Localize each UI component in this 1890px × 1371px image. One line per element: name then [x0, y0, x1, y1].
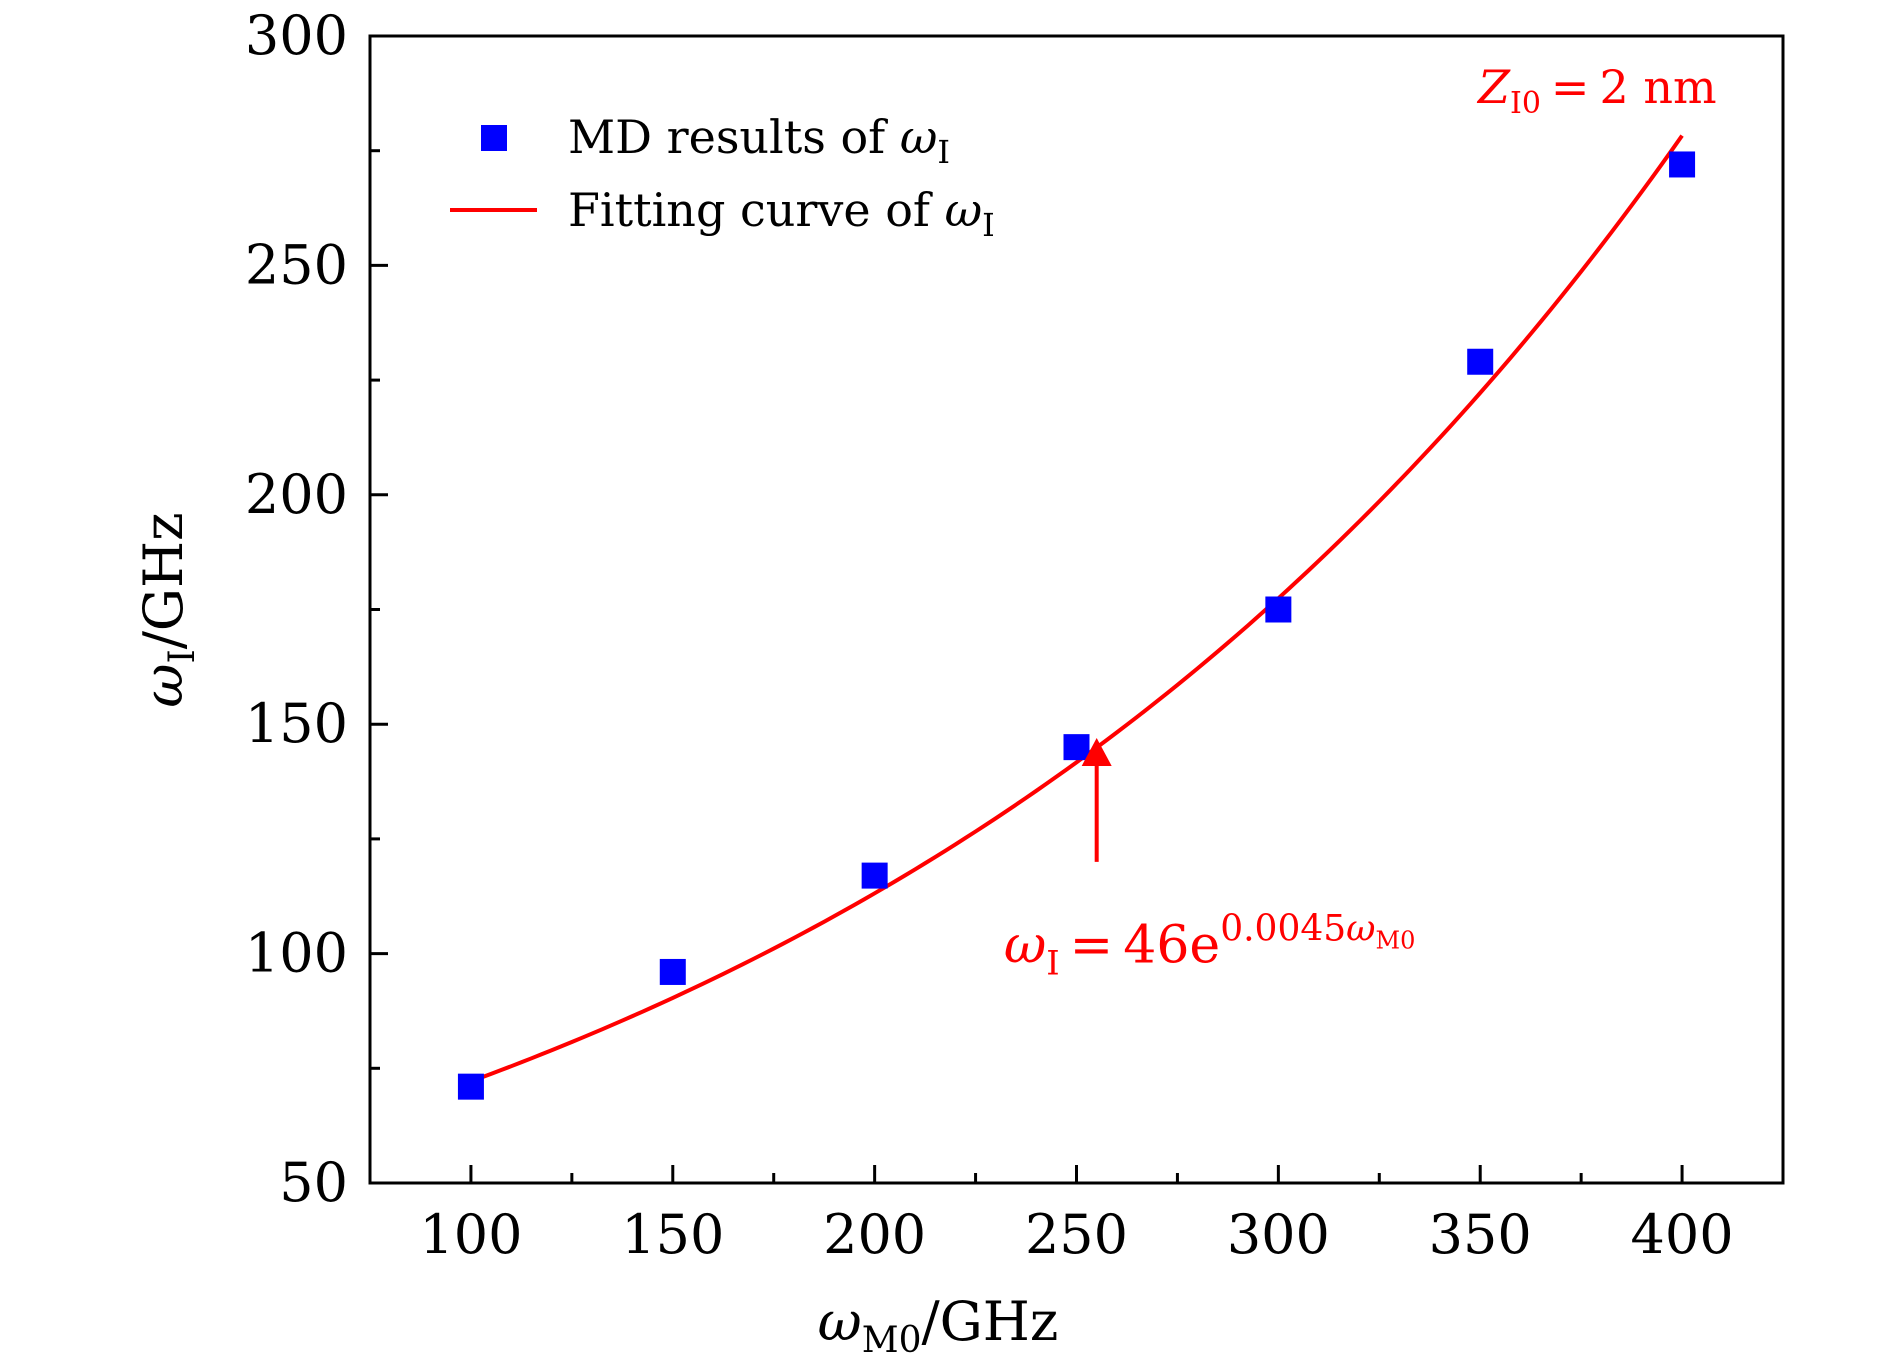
y-tick-label: 150: [245, 692, 348, 755]
y-tick-label: 50: [279, 1151, 348, 1214]
y-tick-label: 300: [245, 4, 348, 67]
x-tick-label: 350: [1429, 1203, 1532, 1266]
y-tick-label: 200: [245, 463, 348, 526]
equation-annotation: ωI = 46e0.0045ωM0: [1004, 908, 1416, 983]
x-tick-label: 250: [1025, 1203, 1128, 1266]
x-tick-label: 300: [1227, 1203, 1330, 1266]
fitting-curve: [470, 134, 1684, 1084]
x-tick-label: 150: [621, 1203, 724, 1266]
legend-label-md: MD results of ωI: [568, 110, 950, 171]
x-tick-label: 200: [823, 1203, 926, 1266]
md-point: [1265, 596, 1292, 623]
x-tick-label: 100: [419, 1203, 522, 1266]
md-point: [861, 862, 888, 889]
legend-label-fit: Fitting curve of ωI: [568, 183, 995, 244]
legend-marker-square: [481, 125, 507, 151]
md-point: [1063, 734, 1090, 761]
equation-arrow: [1081, 737, 1112, 862]
md-point: [659, 958, 686, 985]
y-tick-label: 100: [245, 922, 348, 985]
plot-frame: [368, 34, 1785, 1185]
md-point: [457, 1073, 484, 1100]
x-tick-label: 400: [1631, 1203, 1734, 1266]
x-axis-label: ωM0/GHz: [818, 1290, 1059, 1361]
arrow-head: [1081, 737, 1112, 766]
legend: MD results of ωI Fitting curve of ωI: [450, 110, 995, 244]
fit-curve-layer: [470, 134, 1684, 1084]
md-point: [1467, 348, 1494, 375]
condition-annotation: ZI0 = 2 nm: [1476, 60, 1717, 121]
axis-ticks: 100 150 200 250 300 350 400 50 100 150 200 250 300: [245, 4, 1734, 1266]
md-point: [1669, 151, 1696, 178]
md-markers: [457, 151, 1696, 1100]
y-tick-label: 250: [245, 233, 348, 296]
y-axis-label: ωI/GHz: [132, 512, 203, 707]
